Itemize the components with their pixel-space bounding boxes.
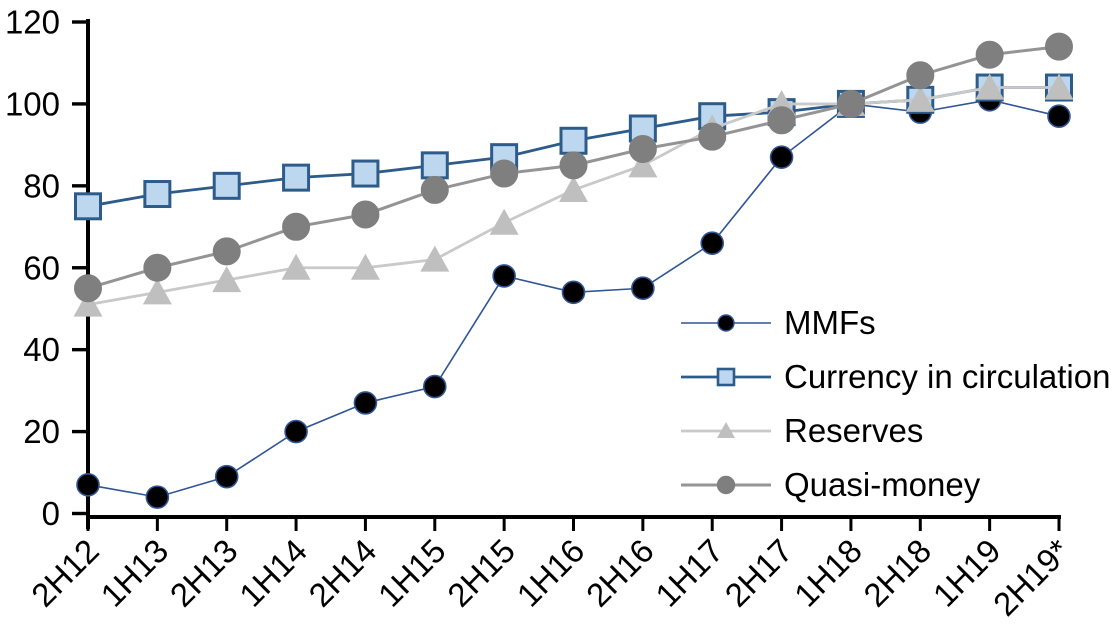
circle-marker	[214, 464, 239, 489]
triangle-marker	[628, 151, 658, 178]
y-tick-label: 40	[23, 331, 60, 368]
x-tick-label: 2H12	[24, 532, 106, 614]
circle-marker	[145, 485, 170, 509]
circle-marker	[492, 264, 516, 288]
y-tick-label: 100	[5, 85, 60, 122]
x-tick-label: 2H18	[856, 532, 938, 614]
circle-marker	[1045, 32, 1073, 61]
circle-marker	[282, 212, 311, 241]
x-tick-label: 2H16	[579, 532, 661, 614]
legend-swatch	[681, 475, 771, 495]
circle-marker	[74, 274, 102, 303]
circle-marker	[212, 237, 241, 266]
legend-label: Currency in circulation	[784, 358, 1111, 395]
circle-marker	[351, 200, 380, 229]
triangle-marker	[350, 253, 380, 280]
circle-marker	[559, 151, 588, 180]
square-marker	[559, 126, 588, 155]
circle-marker	[700, 231, 725, 255]
x-tick-label: 2H13	[163, 532, 245, 614]
circle-marker	[353, 391, 378, 415]
circle-marker	[767, 106, 796, 135]
series-quasi-money	[74, 32, 1073, 303]
legend-swatch	[681, 314, 771, 332]
circle-marker	[1047, 104, 1071, 129]
x-tick-label: 2H14	[301, 532, 383, 614]
square-marker	[143, 180, 172, 209]
circle-marker	[631, 276, 655, 301]
legend-swatch	[681, 422, 771, 438]
triangle-marker	[489, 208, 519, 235]
x-tick-label: 2H19*	[986, 532, 1077, 623]
square-marker	[420, 151, 449, 180]
square-marker	[351, 159, 380, 188]
triangle-marker	[1044, 73, 1074, 100]
square-marker	[212, 171, 241, 200]
circle-marker	[906, 61, 935, 90]
triangle-marker	[73, 290, 103, 317]
y-tick-label: 60	[23, 249, 60, 286]
x-tick-label: 1H17	[648, 532, 730, 614]
circle-marker	[836, 89, 865, 118]
legend-item-quasi-money: Quasi-money	[680, 468, 1110, 502]
legend-label: MMFs	[784, 304, 876, 341]
triangle-marker	[142, 278, 172, 305]
y-tick-label: 120	[5, 4, 60, 41]
triangle-marker	[559, 175, 588, 202]
circle-marker	[143, 253, 172, 282]
y-tick-label: 20	[23, 413, 60, 450]
legend-item-reserves: Reserves	[680, 414, 1110, 448]
chart-legend: MMFs Currency in circulation Reserves Quasi…	[680, 306, 1110, 522]
circle-marker	[490, 159, 519, 188]
x-tick-label: 1H13	[93, 532, 175, 614]
legend-label: Reserves	[784, 412, 924, 449]
x-tick-label: 1H14	[232, 532, 314, 614]
legend-swatch	[681, 367, 771, 387]
square-marker	[74, 192, 102, 221]
circle-marker	[422, 374, 447, 399]
square-marker	[282, 163, 311, 192]
circle-marker	[76, 473, 100, 497]
circle-marker	[698, 122, 727, 151]
y-tick-label: 80	[23, 167, 60, 204]
triangle-marker	[212, 266, 242, 293]
circle-marker	[628, 134, 657, 163]
circle-marker	[975, 40, 1004, 69]
legend-item-mmfs: MMFs	[680, 306, 1110, 340]
circle-marker	[284, 419, 308, 444]
x-tick-label: 1H16	[510, 532, 592, 614]
circle-marker	[561, 280, 586, 305]
x-tick-label: 2H15	[440, 532, 522, 614]
circle-marker	[769, 145, 794, 169]
legend-label: Quasi-money	[784, 466, 981, 503]
triangle-marker	[420, 245, 450, 272]
x-tick-label: 1H15	[371, 532, 453, 614]
triangle-marker	[975, 73, 1005, 100]
x-tick-label: 1H18	[787, 532, 869, 614]
circle-marker	[420, 175, 449, 204]
y-tick-label: 0	[42, 495, 60, 532]
legend-item-currency-in-circulation: Currency in circulation	[680, 360, 1110, 394]
triangle-marker	[905, 85, 935, 112]
triangle-marker	[281, 253, 311, 280]
x-tick-label: 2H17	[718, 532, 800, 614]
